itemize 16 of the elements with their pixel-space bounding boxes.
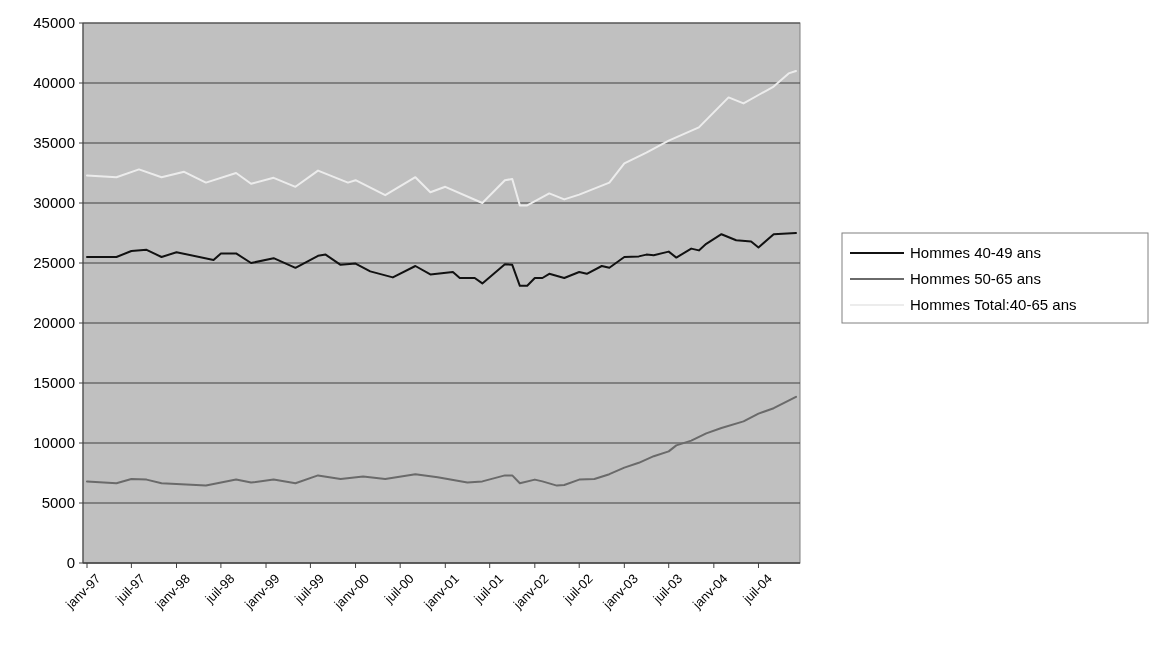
line-series bbox=[86, 395, 797, 487]
y-tick-label: 35000 bbox=[33, 134, 75, 152]
legend-label: Hommes 50-65 ans bbox=[910, 270, 1041, 288]
y-tick-label: 25000 bbox=[33, 254, 75, 272]
y-tick-label: 15000 bbox=[33, 374, 75, 392]
line-series bbox=[86, 232, 797, 287]
y-tick-label: 10000 bbox=[33, 434, 75, 452]
y-tick-label: 45000 bbox=[33, 14, 75, 32]
y-tick-label: 0 bbox=[66, 554, 75, 572]
y-tick-label: 40000 bbox=[33, 74, 75, 92]
y-tick-label: 5000 bbox=[41, 494, 75, 512]
line-series bbox=[86, 70, 797, 207]
y-tick-label: 20000 bbox=[33, 314, 75, 332]
legend-label: Hommes Total:40-65 ans bbox=[910, 296, 1077, 314]
y-tick-label: 30000 bbox=[33, 194, 75, 212]
legend-label: Hommes 40-49 ans bbox=[910, 244, 1041, 262]
